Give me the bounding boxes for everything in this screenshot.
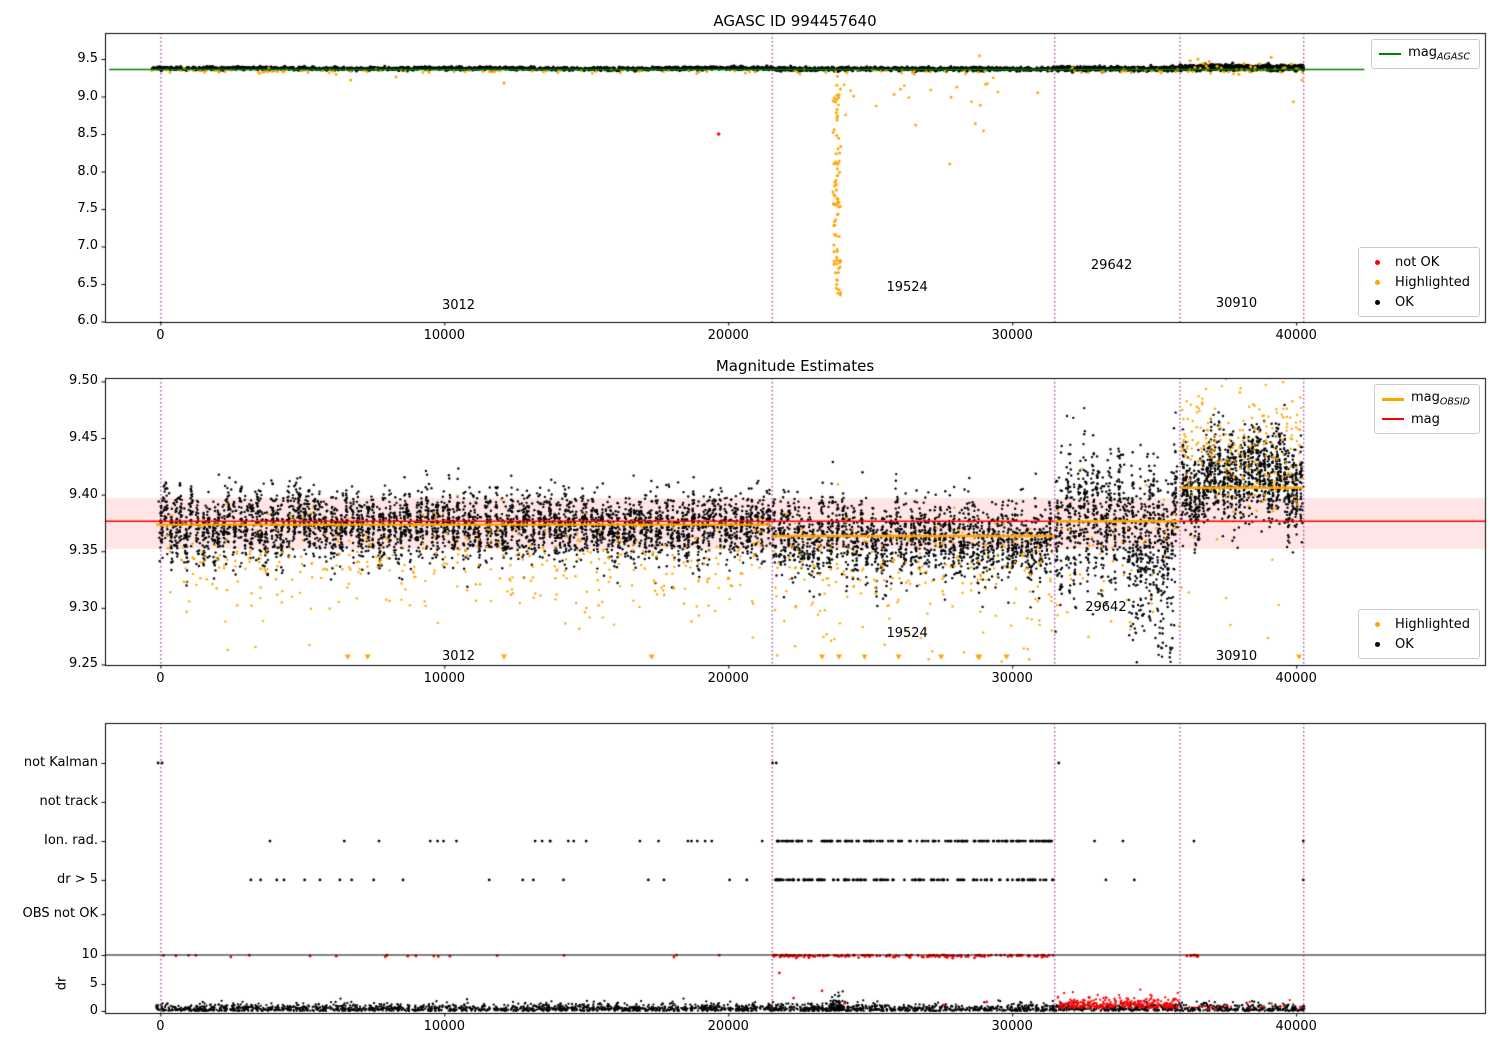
- legend-dot-marker: [1365, 259, 1389, 265]
- legend-mag-lines: magOBSID mag: [1373, 384, 1480, 434]
- chart1-title: AGASC ID 994457640: [713, 12, 877, 30]
- legend-label: OK: [1395, 294, 1414, 310]
- legend-dot-marker: [1365, 279, 1389, 285]
- legend-item-ok: OK: [1365, 292, 1470, 312]
- legend-line-marker: [1381, 397, 1405, 401]
- legend-mag-agasc: magAGASC: [1371, 39, 1480, 69]
- legend-line-marker: [1381, 418, 1405, 420]
- legend-label: mag: [1410, 411, 1440, 427]
- legend-item-highlighted: Highlighted: [1365, 272, 1470, 292]
- legend-item-mag-agasc: magAGASC: [1378, 44, 1470, 64]
- legend-item-not-ok: not OK: [1365, 252, 1470, 272]
- legend-dot-marker: [1365, 299, 1389, 305]
- legend-label: OK: [1395, 636, 1414, 652]
- legend-label: magAGASC: [1408, 45, 1470, 63]
- legend-label: Highlighted: [1395, 616, 1470, 632]
- legend-dot-marker: [1365, 621, 1389, 627]
- chart2-title: Magnitude Estimates: [715, 357, 875, 375]
- legend-status-top-chart: not OK Highlighted OK: [1358, 247, 1480, 317]
- legend-item-mag: mag: [1381, 409, 1470, 429]
- legend-item-highlighted: Highlighted: [1365, 614, 1470, 634]
- legend-item-mag-obsid: magOBSID: [1381, 389, 1470, 409]
- legend-label: not OK: [1395, 254, 1440, 270]
- legend-line-marker: [1378, 53, 1402, 55]
- legend-dot-marker: [1365, 641, 1389, 647]
- legend-status-mid-chart: Highlighted OK: [1358, 609, 1480, 659]
- legend-label: magOBSID: [1410, 390, 1470, 408]
- legend-label: Highlighted: [1395, 274, 1470, 290]
- legend-item-ok: OK: [1365, 634, 1470, 654]
